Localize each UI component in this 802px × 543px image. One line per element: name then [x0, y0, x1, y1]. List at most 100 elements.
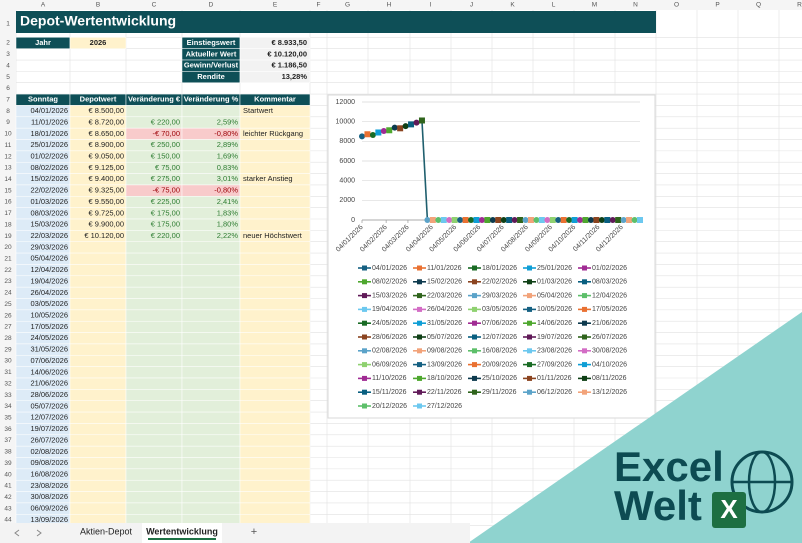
logo-icon [712, 492, 746, 528]
column-letter: L [552, 2, 556, 9]
date-cell: 28/06/2026 [30, 390, 68, 399]
date-cell: 24/05/2026 [30, 333, 68, 342]
data-marker [587, 217, 594, 223]
column-letter: I [430, 2, 432, 9]
legend-marker [582, 334, 587, 340]
value-cell: € 8.650,00 [89, 129, 124, 138]
legend-marker [472, 362, 477, 368]
data-marker [517, 217, 524, 223]
cell [239, 184, 311, 197]
row-number: 2 [6, 40, 10, 47]
chart-area [327, 94, 656, 419]
cell [125, 468, 183, 481]
row-number: 44 [4, 517, 12, 524]
row-number: 7 [6, 96, 10, 103]
date-cell: 15/03/2026 [30, 220, 68, 229]
row-number: 30 [4, 358, 12, 365]
nav-next[interactable] [36, 529, 42, 537]
cell [69, 298, 127, 311]
row-number: 4 [6, 62, 10, 69]
data-marker [424, 217, 431, 223]
legend-marker [472, 348, 477, 354]
legend-label: 11/01/2026 [427, 265, 462, 272]
row-number: 39 [4, 460, 12, 467]
table-header: Veränderung € [128, 95, 181, 104]
cell [239, 298, 311, 311]
legend-marker [582, 362, 587, 368]
date-cell: 25/01/2026 [30, 140, 68, 149]
data-marker [462, 217, 469, 223]
date-cell: 07/06/2026 [30, 356, 68, 365]
data-marker [527, 217, 534, 223]
data-marker [440, 217, 447, 223]
cell [125, 423, 183, 436]
cell [239, 218, 311, 231]
cell [125, 105, 183, 118]
legend-marker [582, 348, 587, 354]
date-cell: 11/01/2026 [31, 117, 68, 126]
legend-label: 02/08/2026 [372, 348, 407, 355]
sheet-title: Depot-Wertentwicklung [20, 13, 176, 29]
change-cell: -€ 75,00 [152, 186, 180, 195]
legend-label: 08/11/2026 [592, 375, 627, 382]
cell [239, 320, 311, 333]
sheet-tab[interactable]: Aktien-Depot [80, 526, 133, 536]
change-cell: € 75,00 [155, 163, 180, 172]
legend-label: 18/01/2026 [482, 265, 517, 272]
legend-label: 05/07/2026 [427, 334, 462, 341]
sheet-tab[interactable]: Wertentwicklung [146, 526, 218, 536]
cell [181, 264, 241, 277]
legend-marker [527, 279, 532, 285]
cell [125, 491, 183, 504]
data-marker [566, 217, 573, 223]
value-cell: € 9.550,00 [89, 197, 124, 206]
date-cell: 10/05/2026 [30, 311, 68, 320]
date-cell: 03/05/2026 [30, 299, 68, 308]
tab-bar: Aktien-Depot Wertentwicklung + [0, 523, 470, 543]
row-number: 10 [4, 131, 12, 138]
date-cell: 01/03/2026 [30, 197, 68, 206]
legend-label: 22/03/2026 [427, 292, 462, 299]
legend-label: 21/06/2026 [592, 320, 627, 327]
data-marker [598, 217, 605, 223]
legend-marker [417, 306, 422, 312]
date-cell: 26/04/2026 [30, 288, 68, 297]
legend-marker [582, 293, 587, 299]
cell [181, 411, 241, 424]
date-cell: 19/07/2026 [30, 424, 68, 433]
data-marker [408, 121, 415, 128]
cell [69, 37, 127, 49]
value-cell: € 9.325,00 [89, 186, 124, 195]
legend-marker [417, 362, 422, 368]
cell [181, 389, 241, 401]
data-marker [533, 217, 540, 223]
add-tab[interactable]: + [251, 526, 257, 538]
change-cell: € 150,00 [151, 152, 180, 161]
summary-label: Aktueller Wert [186, 49, 237, 58]
row-number: 15 [4, 187, 12, 194]
change-cell: € 275,00 [151, 174, 180, 183]
legend-label: 28/06/2026 [372, 334, 407, 341]
row-number: 25 [4, 301, 12, 308]
legend-marker [362, 403, 367, 409]
cell [125, 400, 183, 413]
date-cell: 15/02/2026 [30, 174, 68, 183]
legend-label: 12/07/2026 [482, 334, 517, 341]
date-cell: 22/03/2026 [30, 231, 68, 240]
row-number: 24 [4, 290, 12, 297]
data-marker [506, 217, 513, 223]
cell [239, 434, 311, 447]
nav-prev[interactable] [14, 529, 20, 537]
cell [181, 479, 241, 492]
row-number: 29 [4, 346, 12, 353]
cell [69, 445, 127, 458]
row-number: 12 [4, 153, 12, 160]
cell [239, 196, 311, 208]
data-marker [359, 133, 365, 140]
date-cell: 13/09/2026 [30, 515, 68, 524]
tab-bar-background [0, 523, 470, 543]
percent-cell: 2,59% [217, 117, 239, 126]
data-marker [495, 217, 502, 223]
date-cell: 06/09/2026 [30, 504, 68, 513]
legend-marker [362, 306, 367, 312]
